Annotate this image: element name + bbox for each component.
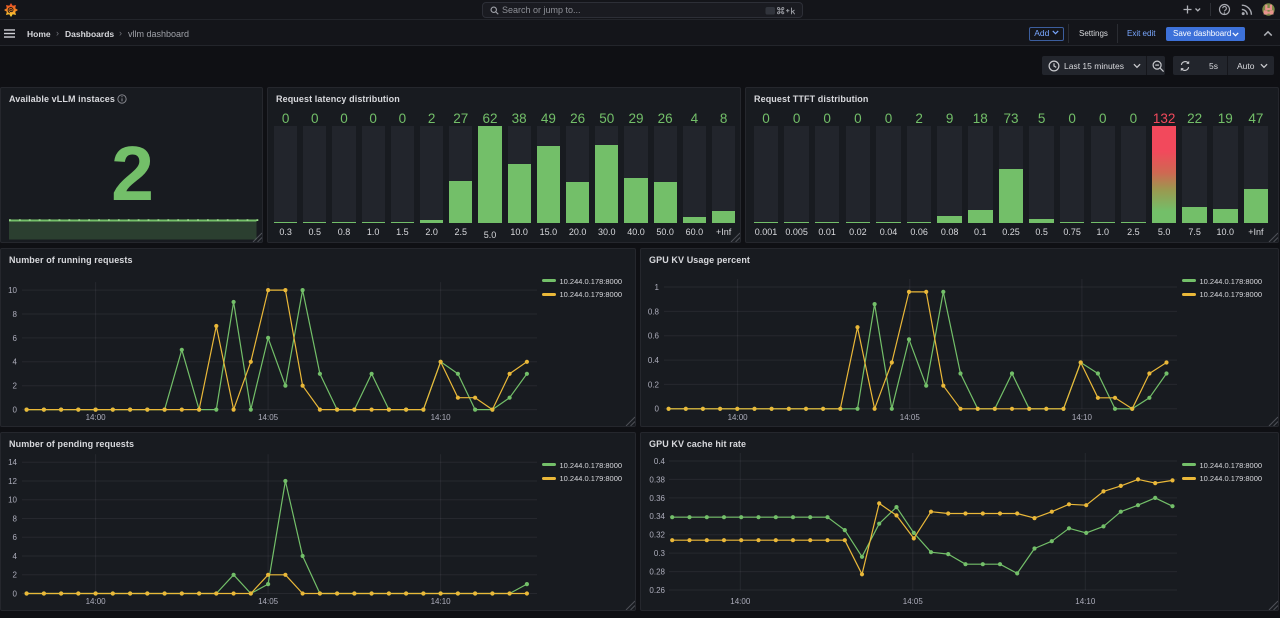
svg-text:0: 0 xyxy=(655,405,660,414)
svg-text:14:10: 14:10 xyxy=(1075,597,1096,606)
svg-text:10: 10 xyxy=(8,286,17,295)
svg-text:14:00: 14:00 xyxy=(86,597,107,606)
svg-text:0.2: 0.2 xyxy=(648,380,660,389)
svg-text:0.4: 0.4 xyxy=(648,356,660,365)
svg-text:0.3: 0.3 xyxy=(654,549,666,558)
svg-text:2: 2 xyxy=(13,382,18,391)
svg-text:0.4: 0.4 xyxy=(654,457,666,466)
svg-text:14:10: 14:10 xyxy=(1072,413,1093,422)
svg-text:6: 6 xyxy=(13,533,18,542)
svg-text:14:05: 14:05 xyxy=(258,413,279,422)
svg-text:14:05: 14:05 xyxy=(900,413,921,422)
svg-text:0.38: 0.38 xyxy=(649,475,665,484)
svg-text:14:05: 14:05 xyxy=(258,597,279,606)
svg-text:4: 4 xyxy=(13,358,18,367)
svg-text:14:00: 14:00 xyxy=(728,413,749,422)
svg-text:8: 8 xyxy=(13,310,18,319)
svg-text:0.36: 0.36 xyxy=(649,494,665,503)
svg-text:0.32: 0.32 xyxy=(649,531,665,540)
svg-text:10: 10 xyxy=(8,496,17,505)
svg-text:8: 8 xyxy=(13,514,18,523)
svg-text:0.28: 0.28 xyxy=(649,568,665,577)
svg-text:0: 0 xyxy=(13,589,18,598)
svg-text:0: 0 xyxy=(13,406,18,415)
svg-text:12: 12 xyxy=(8,477,17,486)
svg-text:0.34: 0.34 xyxy=(649,512,665,521)
svg-text:14:10: 14:10 xyxy=(431,413,452,422)
svg-text:0.26: 0.26 xyxy=(649,586,665,595)
svg-text:2: 2 xyxy=(13,571,18,580)
svg-text:4: 4 xyxy=(13,552,18,561)
svg-text:14:05: 14:05 xyxy=(903,597,924,606)
svg-text:0.6: 0.6 xyxy=(648,332,660,341)
svg-text:6: 6 xyxy=(13,334,18,343)
svg-text:0.8: 0.8 xyxy=(648,307,660,316)
svg-text:14:00: 14:00 xyxy=(86,413,107,422)
svg-text:14:10: 14:10 xyxy=(431,597,452,606)
svg-text:1: 1 xyxy=(655,283,660,292)
svg-text:14:00: 14:00 xyxy=(730,597,751,606)
svg-text:14: 14 xyxy=(8,458,17,467)
